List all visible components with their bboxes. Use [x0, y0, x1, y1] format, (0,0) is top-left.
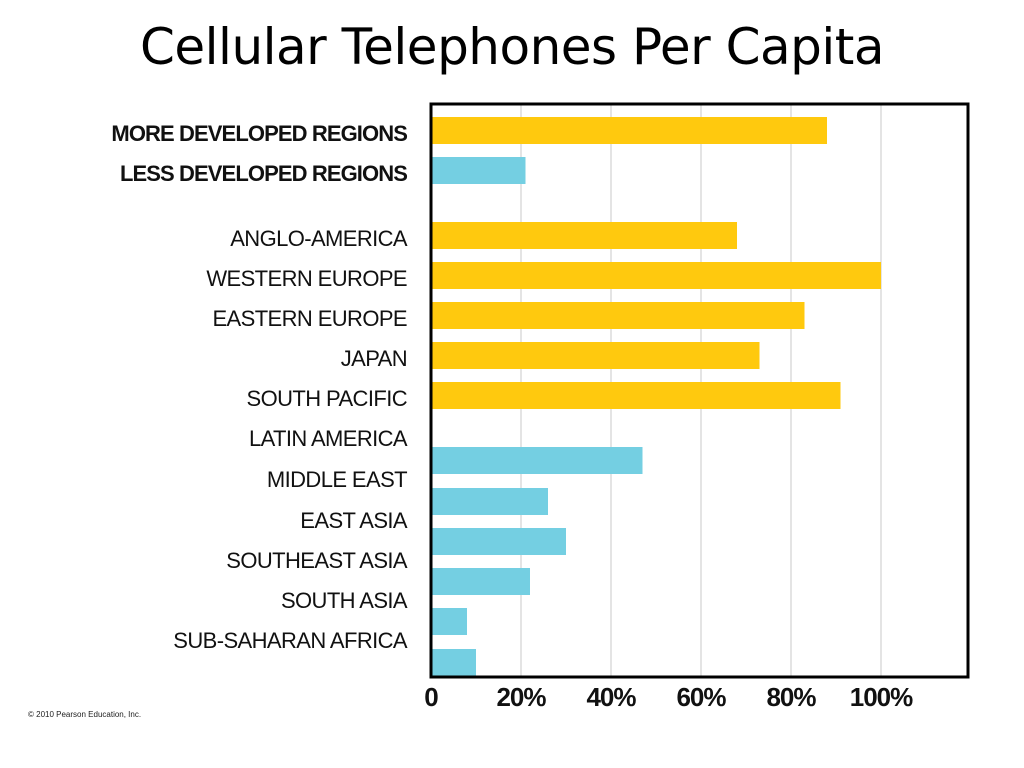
- category-label: SOUTH PACIFIC: [247, 386, 408, 411]
- category-label: SOUTHEAST ASIA: [226, 548, 408, 573]
- category-labels: MORE DEVELOPED REGIONS LESS DEVELOPED REG…: [111, 121, 408, 653]
- bar: [431, 447, 643, 474]
- bars: [431, 117, 881, 676]
- bar: [431, 222, 737, 249]
- bar: [431, 342, 760, 369]
- category-label: ANGLO-AMERICA: [230, 226, 408, 251]
- x-tick-label: 100%: [850, 682, 913, 712]
- bar: [431, 157, 526, 184]
- bar: [431, 117, 827, 144]
- x-tick-label: 40%: [586, 682, 636, 712]
- category-label: LESS DEVELOPED REGIONS: [120, 161, 407, 186]
- x-tick-label: 60%: [676, 682, 726, 712]
- category-label: LATIN AMERICA: [249, 426, 408, 451]
- category-label: EAST ASIA: [300, 508, 408, 533]
- x-tick-label: 20%: [496, 682, 546, 712]
- bar: [431, 608, 467, 635]
- bar: [431, 302, 805, 329]
- slide-title: Cellular Telephones Per Capita: [139, 18, 885, 76]
- bar: [431, 382, 841, 409]
- category-label: EASTERN EUROPE: [212, 306, 407, 331]
- copyright-notice: © 2010 Pearson Education, Inc.: [28, 710, 142, 719]
- category-label: MORE DEVELOPED REGIONS: [111, 121, 407, 146]
- x-tick-label: 0: [424, 682, 438, 712]
- bar: [431, 649, 476, 676]
- bar: [431, 528, 566, 555]
- category-label: WESTERN EUROPE: [206, 266, 407, 291]
- x-axis-ticks: 0 20% 40% 60% 80% 100%: [424, 682, 914, 712]
- bar: [431, 262, 881, 289]
- category-label: MIDDLE EAST: [267, 467, 407, 492]
- x-tick-label: 80%: [766, 682, 816, 712]
- category-label: SOUTH ASIA: [281, 588, 408, 613]
- bar: [431, 568, 530, 595]
- plot-frame: [429, 102, 970, 679]
- category-label: SUB-SAHARAN AFRICA: [173, 628, 408, 653]
- bar: [431, 488, 548, 515]
- category-label: JAPAN: [341, 346, 407, 371]
